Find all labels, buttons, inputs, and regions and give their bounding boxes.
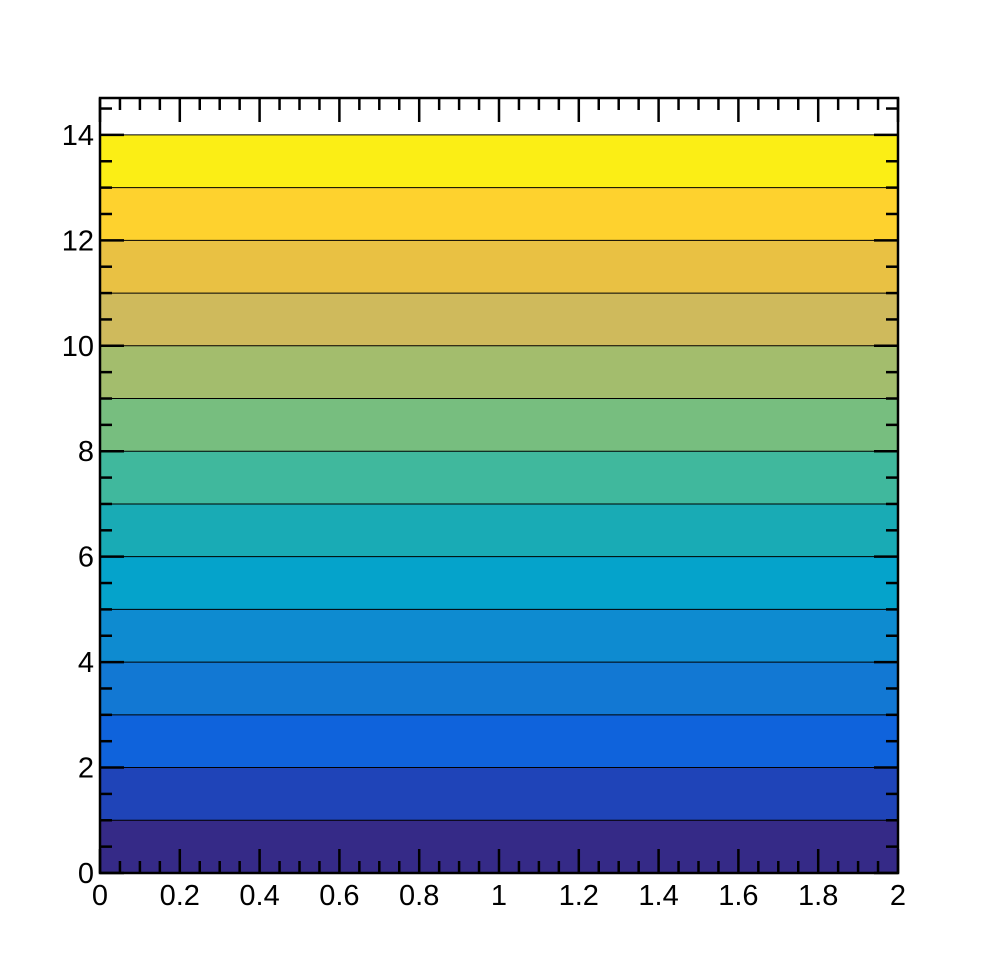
band-12 (100, 187, 898, 241)
y-tick-label: 0 (78, 858, 94, 890)
x-tick-label: 1.2 (559, 880, 599, 912)
band-7 (100, 451, 898, 504)
band-2 (100, 714, 898, 768)
y-tick-label: 14 (62, 120, 94, 152)
band-4 (100, 609, 898, 663)
band-13 (100, 134, 898, 188)
y-tick-label: 2 (78, 753, 94, 785)
x-tick-label: 1.8 (798, 880, 838, 912)
x-tick-label: 2 (890, 880, 906, 912)
band-5 (100, 556, 898, 610)
y-tick-label: 8 (78, 436, 94, 468)
x-tick-label: 0.8 (399, 880, 439, 912)
x-tick-label: 1.4 (638, 880, 678, 912)
axis-ticks (98, 98, 900, 875)
y-tick-label: 10 (62, 331, 94, 363)
band-3 (100, 662, 898, 715)
x-tick-label: 1 (491, 880, 507, 912)
x-axis-tick-labels: 0 0.2 0.4 0.6 0.8 1 1.2 1.4 1.6 1.8 2 (92, 880, 906, 912)
band-11 (100, 240, 898, 294)
x-tick-label: 1.6 (718, 880, 758, 912)
band-9 (100, 345, 898, 399)
y-axis-tick-labels: 0 2 4 6 8 10 12 14 (62, 120, 94, 890)
band-6 (100, 503, 898, 557)
band-8 (100, 398, 898, 452)
x-tick-label: 0.4 (239, 880, 279, 912)
x-tick-label: 0 (92, 880, 108, 912)
band-boundaries (100, 134, 898, 821)
y-tick-label: 6 (78, 542, 94, 574)
color-bands (100, 134, 898, 873)
x-tick-label: 0.2 (160, 880, 200, 912)
x-tick-label: 0.6 (319, 880, 359, 912)
y-tick-label: 4 (78, 647, 94, 679)
band-1 (100, 767, 898, 821)
band-10 (100, 293, 898, 346)
y-tick-label: 12 (62, 225, 94, 257)
